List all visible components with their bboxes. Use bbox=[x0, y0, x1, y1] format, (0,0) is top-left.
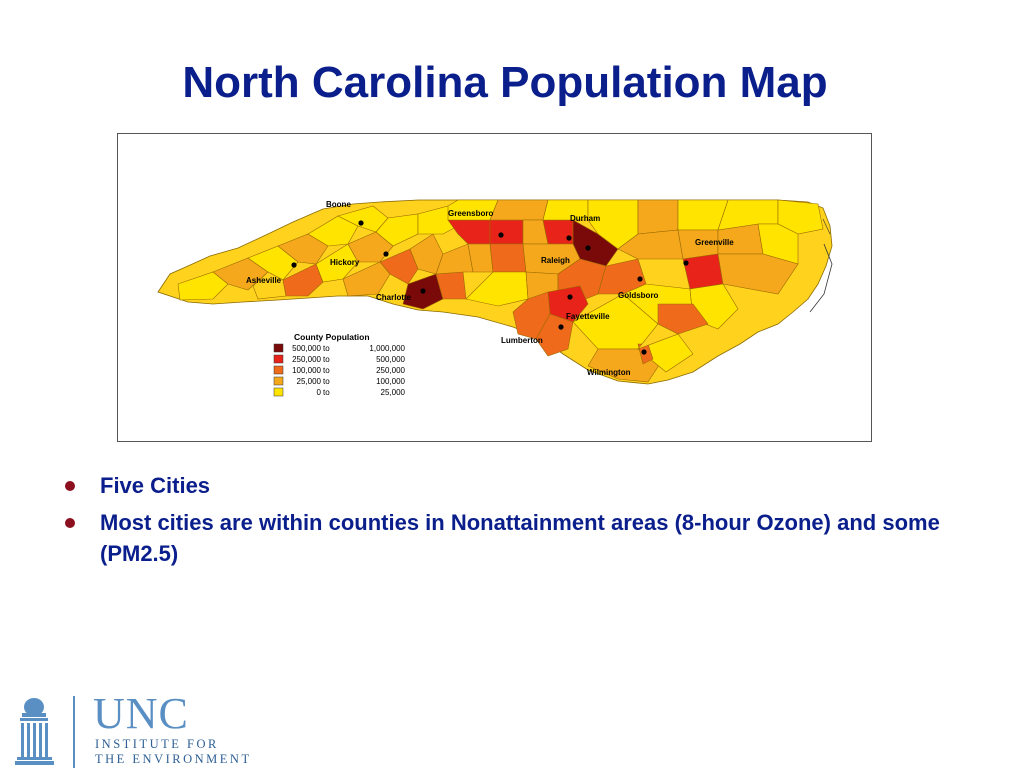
legend-swatch-1 bbox=[273, 343, 284, 353]
city-label-lumberton: Lumberton bbox=[501, 336, 543, 345]
legend-to-word-3: to bbox=[323, 366, 330, 375]
legend-from-3: 100,000 bbox=[292, 366, 321, 375]
bullet-dot-icon bbox=[65, 481, 75, 491]
city-label-asheville: Asheville bbox=[246, 276, 282, 285]
map-legend: County Population 500,000 to 1,000,000 2… bbox=[273, 332, 406, 397]
legend-to-4: 100,000 bbox=[376, 377, 405, 386]
legend-to-word-4: to bbox=[323, 377, 330, 386]
nc-population-map: Boone Greensboro Durham Greenville Hicko… bbox=[117, 133, 872, 442]
logo-subtitle-line-1: INSTITUTE FOR bbox=[95, 737, 219, 751]
legend-to-word-2: to bbox=[323, 355, 330, 364]
city-label-greensboro: Greensboro bbox=[448, 209, 493, 218]
city-marker-greensboro bbox=[498, 232, 504, 238]
legend-to-5: 25,000 bbox=[381, 388, 406, 397]
logo-subtitle: INSTITUTE FOR THE ENVIRONMENT bbox=[95, 737, 252, 767]
city-label-fayetteville: Fayetteville bbox=[566, 312, 610, 321]
legend-swatch-4 bbox=[273, 376, 284, 386]
city-marker-fayetteville bbox=[567, 294, 573, 300]
unc-bell-tower-logo-icon bbox=[15, 698, 54, 765]
legend-from-4: 25,000 bbox=[297, 377, 322, 386]
logo-divider bbox=[73, 696, 75, 768]
city-marker-hickory bbox=[383, 251, 389, 257]
legend-to-word-1: to bbox=[323, 344, 330, 353]
legend-to-3: 250,000 bbox=[376, 366, 405, 375]
slide-title: North Carolina Population Map bbox=[182, 58, 828, 107]
city-markers: Boone Greensboro Durham Greenville Hicko… bbox=[246, 200, 734, 377]
legend-to-word-5: to bbox=[323, 388, 330, 397]
legend-from-2: 250,000 bbox=[292, 355, 321, 364]
city-label-hickory: Hickory bbox=[330, 258, 360, 267]
logo-subtitle-line-2: THE ENVIRONMENT bbox=[95, 752, 252, 766]
city-marker-raleigh bbox=[585, 245, 591, 251]
bullet-list: Five Cities Most cities are within count… bbox=[62, 470, 982, 575]
legend-from-1: 500,000 bbox=[292, 344, 321, 353]
city-marker-wilmington bbox=[641, 349, 647, 355]
city-label-raleigh: Raleigh bbox=[541, 256, 570, 265]
legend-from-5: 0 bbox=[317, 388, 322, 397]
outer-banks bbox=[809, 243, 833, 313]
bullet-item: Five Cities bbox=[62, 470, 982, 501]
logo-wordmark: UNC bbox=[93, 689, 189, 738]
bullet-dot-icon bbox=[65, 518, 75, 528]
city-label-durham: Durham bbox=[570, 214, 600, 223]
legend-title: County Population bbox=[294, 332, 370, 342]
city-marker-charlotte bbox=[420, 288, 426, 294]
city-marker-boone bbox=[358, 220, 364, 226]
county-tiles bbox=[177, 199, 824, 383]
city-label-charlotte: Charlotte bbox=[376, 293, 412, 302]
legend-to-1: 1,000,000 bbox=[369, 344, 405, 353]
city-marker-durham bbox=[566, 235, 572, 241]
legend-swatch-3 bbox=[273, 365, 284, 375]
city-label-goldsboro: Goldsboro bbox=[618, 291, 659, 300]
bullet-text: Most cities are within counties in Nonat… bbox=[100, 510, 940, 566]
city-marker-lumberton bbox=[558, 324, 564, 330]
legend-swatch-5 bbox=[273, 387, 284, 397]
bullet-item: Most cities are within counties in Nonat… bbox=[62, 507, 982, 569]
city-marker-greenville bbox=[683, 260, 689, 266]
city-label-boone: Boone bbox=[326, 200, 351, 209]
bullet-text: Five Cities bbox=[100, 473, 211, 498]
city-marker-asheville bbox=[291, 262, 297, 268]
legend-to-2: 500,000 bbox=[376, 355, 405, 364]
city-marker-goldsboro bbox=[637, 276, 643, 282]
legend-swatch-2 bbox=[273, 354, 284, 364]
city-label-greenville: Greenville bbox=[695, 238, 734, 247]
city-label-wilmington: Wilmington bbox=[587, 368, 631, 377]
